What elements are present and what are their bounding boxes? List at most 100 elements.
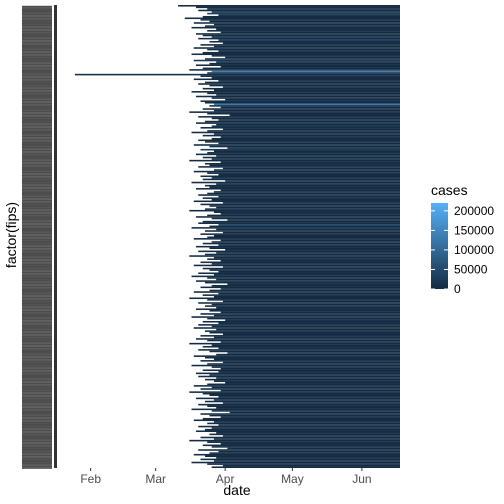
y-tick-label xyxy=(22,13,52,16)
heatmap-row xyxy=(211,177,400,179)
y-tick-label xyxy=(22,450,52,452)
y-tick-label xyxy=(22,395,52,397)
heatmap-row xyxy=(222,300,400,303)
heatmap-row xyxy=(213,438,400,440)
y-tick-label xyxy=(22,460,52,463)
y-tick-label xyxy=(22,220,52,222)
y-tick-label xyxy=(22,238,52,241)
y-tick-label xyxy=(22,229,52,232)
y-tick-label xyxy=(22,251,52,253)
heatmap-row xyxy=(196,6,400,9)
heatmap-row xyxy=(209,310,400,312)
y-tick-label xyxy=(22,412,52,415)
y-tick-label xyxy=(22,259,52,261)
y-tick-label xyxy=(22,345,52,347)
heatmap-row xyxy=(218,39,400,41)
y-tick-label xyxy=(22,257,52,260)
y-tick-label xyxy=(22,434,52,436)
heatmap-row xyxy=(207,92,400,95)
y-tick-label xyxy=(22,403,52,405)
heatmap-row xyxy=(211,466,400,468)
heatmap-row xyxy=(193,200,400,203)
y-tick-label xyxy=(22,38,52,41)
heatmap-row xyxy=(220,161,400,163)
heatmap-row xyxy=(193,59,400,62)
y-tick-label xyxy=(22,465,52,468)
y-tick-label xyxy=(22,240,52,243)
heatmap-row xyxy=(198,222,400,224)
y-tick-label xyxy=(22,210,52,213)
heatmap-row xyxy=(204,162,400,165)
y-tick-label xyxy=(22,96,52,99)
y-tick-label xyxy=(22,260,52,263)
y-tick-label xyxy=(22,428,52,430)
heatmap-row xyxy=(202,220,400,223)
heatmap-row xyxy=(202,392,400,395)
heatmap-row xyxy=(198,449,400,451)
heatmap-row xyxy=(222,202,400,204)
heatmap-row xyxy=(198,302,400,304)
heatmap-row xyxy=(196,245,400,248)
heatmap-row xyxy=(218,270,400,273)
heatmap-row xyxy=(198,9,400,12)
heatmap-row xyxy=(211,217,400,220)
heatmap-row xyxy=(204,455,400,458)
y-tick-label xyxy=(22,148,52,150)
y-tick-label xyxy=(22,62,52,64)
y-tick-label xyxy=(22,254,52,257)
y-tick-label xyxy=(22,24,52,27)
heatmap-row xyxy=(200,286,400,289)
y-tick-label xyxy=(22,299,52,302)
y-tick-label xyxy=(22,19,52,22)
y-tick-label xyxy=(22,446,52,449)
y-tick-label xyxy=(22,309,52,311)
y-tick-label xyxy=(22,401,52,404)
legend-label: 0 xyxy=(454,282,461,296)
y-tick-label xyxy=(22,423,52,426)
y-tick-label xyxy=(22,191,52,194)
heatmap-row xyxy=(218,50,400,52)
y-tick-label xyxy=(22,196,52,199)
heatmap-row xyxy=(200,458,400,461)
legend-label: 150000 xyxy=(454,223,494,237)
heatmap-row xyxy=(202,345,400,348)
y-tick-label xyxy=(22,406,52,408)
x-tick-label: Apr xyxy=(216,472,235,486)
heatmap-row xyxy=(184,17,400,20)
y-tick-label xyxy=(22,55,52,58)
y-tick-label xyxy=(22,392,52,394)
heatmap-row xyxy=(204,81,400,84)
heatmap-row xyxy=(202,87,400,90)
y-tick-label xyxy=(22,315,52,318)
y-tick-label xyxy=(22,267,52,269)
y-tick-label xyxy=(22,329,52,332)
heatmap-row xyxy=(211,446,400,448)
heatmap-row xyxy=(213,314,400,317)
heatmap-row xyxy=(204,184,400,187)
y-tick-label xyxy=(22,160,52,163)
heatmap-row xyxy=(211,36,400,38)
heatmap-row xyxy=(218,322,400,325)
y-tick-label xyxy=(22,8,52,11)
heatmap-row xyxy=(218,424,400,426)
heatmap-row xyxy=(220,311,400,314)
heatmap-row xyxy=(213,150,400,153)
y-tick-label xyxy=(22,90,52,92)
heatmap-row xyxy=(211,76,400,79)
heatmap-row xyxy=(213,399,400,401)
y-tick-label xyxy=(22,127,52,130)
y-tick-label xyxy=(22,404,52,407)
y-tick-label xyxy=(22,331,52,333)
heatmap-row xyxy=(204,253,400,256)
heatmap-row xyxy=(218,347,400,350)
y-tick-label xyxy=(22,227,52,230)
y-tick-label xyxy=(22,190,52,192)
heatmap-row xyxy=(207,152,400,154)
y-tick-label xyxy=(22,119,52,122)
y-tick-label xyxy=(22,115,52,117)
y-tick-label xyxy=(22,304,52,307)
heatmap-row xyxy=(193,170,400,173)
heatmap-row xyxy=(220,189,400,192)
y-tick-label xyxy=(22,113,52,116)
y-tick-label xyxy=(22,290,52,293)
